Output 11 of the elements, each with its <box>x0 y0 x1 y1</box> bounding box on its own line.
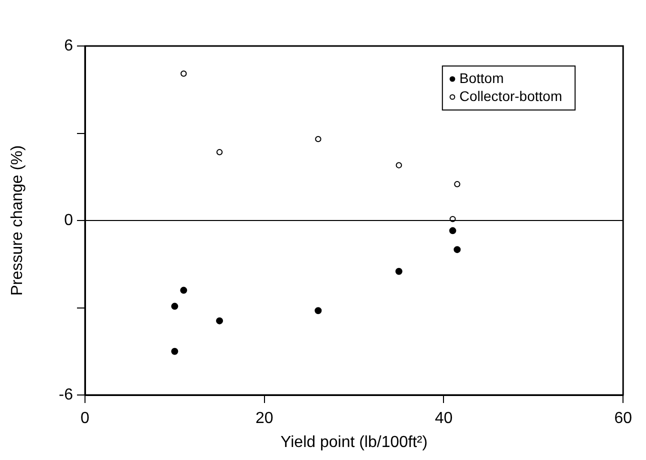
x-tick-label: 20 <box>255 410 274 428</box>
y-axis-title: Pressure change (%) <box>9 145 26 296</box>
x-tick-label: 40 <box>434 410 453 428</box>
x-tick-label: 0 <box>80 410 90 428</box>
y-tick-label: 0 <box>64 212 74 229</box>
y-tick-label: 6 <box>64 37 74 54</box>
y-tick-label: -6 <box>58 386 74 404</box>
x-axis-title: Yield point (lb/100ft²) <box>280 434 428 451</box>
x-tick-label: 60 <box>614 410 632 428</box>
legend-label: Bottom <box>459 70 504 86</box>
legend-label: Collector-bottom <box>459 88 562 104</box>
